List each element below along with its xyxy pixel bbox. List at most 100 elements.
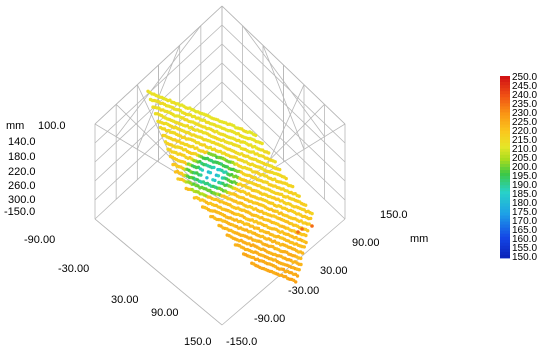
colorbar-segment <box>500 170 510 174</box>
point <box>302 245 306 249</box>
point <box>299 256 303 261</box>
colorbar-segment <box>500 191 510 195</box>
colorbar-segment <box>500 179 510 183</box>
grid-line <box>221 218 346 326</box>
grid-line <box>221 5 346 125</box>
colorbar-label: 235.0 <box>512 99 537 110</box>
grid-line <box>115 104 202 188</box>
colorbar-segment <box>500 221 510 226</box>
x-tick: -30.00 <box>288 285 319 297</box>
colorbar-segment <box>500 85 510 89</box>
colorbar-segment <box>500 106 510 110</box>
colorbar-label: 230.0 <box>512 108 537 119</box>
point <box>297 268 301 272</box>
colorbar-label: 250.0 <box>512 72 537 83</box>
point <box>284 176 288 181</box>
colorbar-label: 180.0 <box>512 198 537 209</box>
colorbar-label: 185.0 <box>512 189 537 200</box>
colorbar-segment <box>500 239 510 244</box>
colorbar-segment <box>500 209 510 213</box>
colorbar-segment <box>500 206 510 210</box>
x-tick: -150.0 <box>226 336 257 348</box>
colorbar-segment <box>500 212 510 216</box>
colorbar-segment <box>500 163 510 168</box>
colorbar-segment <box>500 109 510 113</box>
colorbar-segment <box>500 148 510 153</box>
z-tick: -150.0 <box>4 206 35 218</box>
colorbar-label: 210.0 <box>512 144 537 155</box>
colorbar-segment <box>500 233 510 238</box>
colorbar-label: 155.0 <box>512 243 537 254</box>
colorbar-segment <box>500 82 510 86</box>
grid-line <box>94 24 223 144</box>
point <box>300 227 304 231</box>
point <box>307 222 311 226</box>
y-axis-ticks: -90.00 -30.00 30.00 90.00 150.0 <box>24 234 212 348</box>
y-tick: 150.0 <box>184 336 212 348</box>
colorbar-label: 225.0 <box>512 117 537 128</box>
point <box>208 171 213 175</box>
point <box>212 165 216 170</box>
colorbar-label: 215.0 <box>512 135 537 146</box>
colorbar-segment <box>500 115 510 119</box>
colorbar-segment <box>500 103 510 107</box>
z-tick: 260.0 <box>8 180 36 192</box>
z-tick: 220.0 <box>8 166 36 178</box>
point <box>281 267 286 272</box>
colorbar-segment <box>500 236 510 241</box>
colorbar-segment <box>500 188 510 192</box>
colorbar-label: 175.0 <box>512 207 537 218</box>
colorbar-segment <box>500 167 510 171</box>
x-axis-ticks: 150.0 90.00 30.00 -30.00 -90.00 -150.0 <box>226 209 408 348</box>
point <box>295 274 300 278</box>
colorbar-segment <box>500 124 510 128</box>
z-tick: 140.0 <box>8 136 36 148</box>
colorbar-segment <box>500 112 510 116</box>
point <box>216 174 221 178</box>
colorbar-label: 205.0 <box>512 153 537 164</box>
x-axis-label: mm <box>410 233 428 245</box>
point <box>291 184 295 189</box>
colorbar-segment <box>500 185 510 189</box>
y-tick: -90.00 <box>24 234 55 246</box>
colorbar-segment <box>500 97 510 101</box>
plot-grid <box>94 5 346 326</box>
point <box>304 203 308 207</box>
point <box>304 240 308 245</box>
y-tick: 30.00 <box>111 294 139 306</box>
point <box>300 251 305 255</box>
colorbar-segment <box>500 145 510 150</box>
colorbar-label: 220.0 <box>512 126 537 137</box>
colorbar-label: 170.0 <box>512 216 537 227</box>
grid-line <box>221 62 346 182</box>
point <box>200 168 205 172</box>
x-tick: 150.0 <box>380 209 408 221</box>
colorbar-segment <box>500 130 510 135</box>
colorbar-segment <box>500 242 510 247</box>
colorbar-segment <box>500 218 510 222</box>
point <box>294 280 298 284</box>
colorbar-segment <box>500 227 510 232</box>
colorbar-label: 190.0 <box>512 180 537 191</box>
point <box>273 160 277 164</box>
colorbar-label: 165.0 <box>512 225 537 236</box>
grid-line <box>94 81 223 201</box>
colorbar-segment <box>500 79 510 83</box>
point-cloud <box>146 89 314 284</box>
grid-line <box>221 43 346 163</box>
colorbar-segment <box>500 200 510 204</box>
z-tick: 180.0 <box>8 151 36 163</box>
point <box>299 262 303 267</box>
colorbar-segment <box>500 121 510 125</box>
colorbar-segment <box>500 139 510 144</box>
point <box>199 173 203 177</box>
point <box>267 151 271 155</box>
grid-line <box>221 81 346 201</box>
colorbar-label: 195.0 <box>512 171 537 182</box>
colorbar-label: 200.0 <box>512 162 537 173</box>
colorbar-labels: 250.0245.0240.0235.0230.0225.0220.0215.0… <box>512 72 537 263</box>
colorbar-label: 245.0 <box>512 81 537 92</box>
colorbar-segment <box>500 203 510 207</box>
point <box>309 216 313 221</box>
